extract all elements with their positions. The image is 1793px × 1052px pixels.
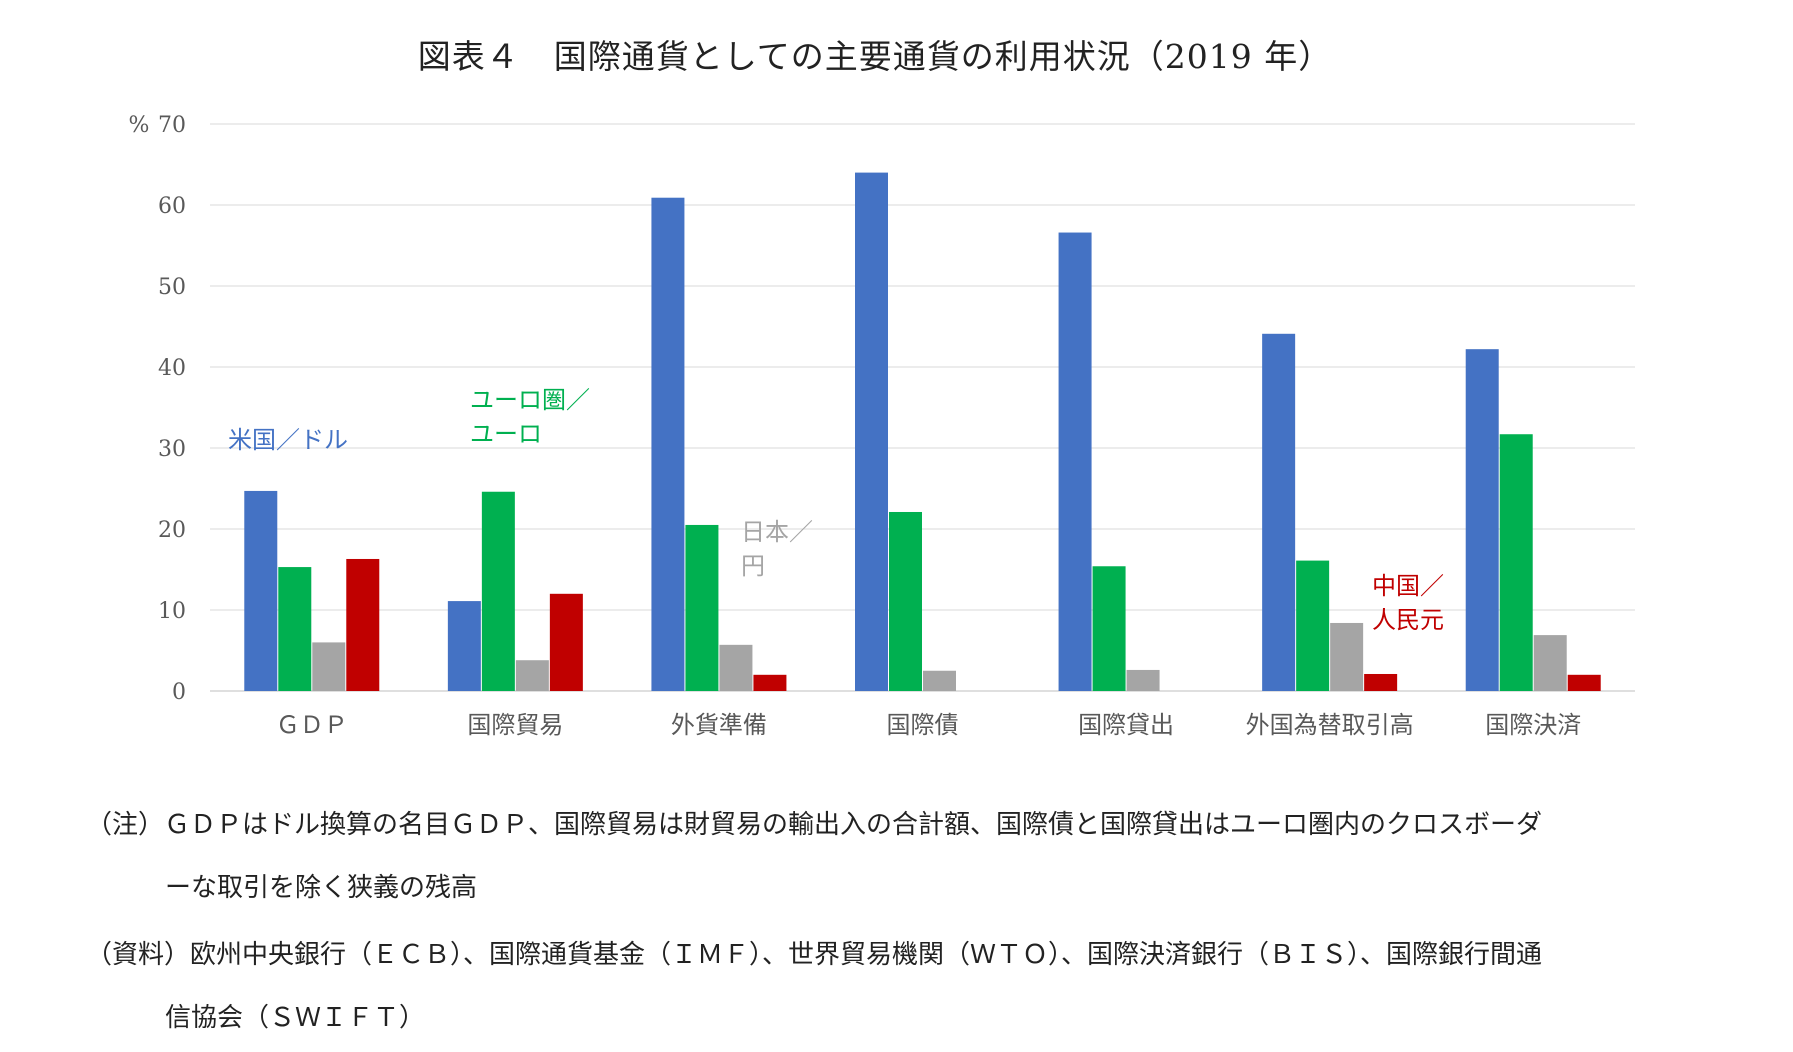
x-tick-label: 国際貿易 xyxy=(467,711,563,739)
series-annotation: ユーロ圏／ xyxy=(470,386,590,414)
bar xyxy=(923,670,956,691)
bar xyxy=(1058,232,1092,692)
bar xyxy=(651,197,685,691)
y-axis-unit-label: % xyxy=(129,113,150,138)
source-line-1: （資料）欧州中央銀行（ＥＣＢ）、国際通貨基金（ＩＭＦ）、世界貿易機関（ＷＴＯ）、… xyxy=(86,940,1543,970)
series-annotation: 中国／ xyxy=(1372,572,1444,600)
bar-chart: 0 10 20 30 40 50 60 70% ＧＤＰ 国際貿易 外貨準備 国際債 国際貸出 外国為替取引… xyxy=(129,113,1635,739)
bar xyxy=(889,511,922,691)
chart-title: 図表４ 国際通貨としての主要通貨の利用状況（2019 年） xyxy=(417,37,1333,76)
y-tick-label: 0 xyxy=(172,680,186,705)
y-tick-label: 20 xyxy=(158,518,186,543)
bar xyxy=(1465,349,1499,691)
note-line-1: （注）ＧＤＰはドル換算の名目ＧＤＰ、国際貿易は財貿易の輸出入の合計額、国際債と国… xyxy=(86,810,1543,840)
bar xyxy=(1364,673,1398,691)
bar xyxy=(278,567,312,691)
note-line-2: ーな取引を除く狭義の残高 xyxy=(165,873,478,903)
bar xyxy=(1092,566,1126,691)
x-tick-label: 国際決済 xyxy=(1485,711,1581,739)
bar xyxy=(549,593,583,691)
y-tick-label: 60 xyxy=(158,194,186,219)
bar xyxy=(244,490,278,691)
y-tick-label: 70 xyxy=(158,113,186,138)
series-annotation: 円 xyxy=(741,552,765,580)
x-tick-label: 国際債 xyxy=(887,711,959,739)
bar xyxy=(312,642,346,691)
x-tick-label: 外国為替取引高 xyxy=(1246,711,1414,739)
bar xyxy=(447,601,481,691)
bars xyxy=(244,172,1601,692)
x-tick-label: ＧＤＰ xyxy=(276,711,348,739)
series-annotation: ユーロ xyxy=(470,420,542,448)
series-annotation: 米国／ドル xyxy=(228,426,348,454)
bar xyxy=(1126,669,1160,691)
series-annotation: 人民元 xyxy=(1372,606,1444,634)
bar xyxy=(753,674,787,691)
bar xyxy=(1533,635,1567,691)
bar xyxy=(346,558,380,691)
bar xyxy=(481,491,515,691)
series-annotation: 日本／ xyxy=(741,518,813,546)
y-tick-label: 10 xyxy=(158,599,186,624)
y-tick-label: 40 xyxy=(158,356,186,381)
y-tick-label: 30 xyxy=(158,437,186,462)
gridlines xyxy=(210,123,1635,692)
bar xyxy=(515,660,549,691)
labels: 0 10 20 30 40 50 60 70% ＧＤＰ 国際貿易 外貨準備 国際債 国際貸出 外国為替取引… xyxy=(129,113,1582,739)
x-tick-label: 外貨準備 xyxy=(671,711,767,739)
source-line-2: 信協会（ＳＷＩＦＴ） xyxy=(165,1003,426,1033)
bar xyxy=(719,644,753,691)
x-tick-label: 国際貸出 xyxy=(1078,711,1174,739)
bar xyxy=(1296,560,1330,691)
bar xyxy=(855,172,888,692)
bar xyxy=(1567,674,1601,691)
bar xyxy=(1262,333,1296,691)
bar xyxy=(685,524,719,691)
bar xyxy=(1330,622,1364,691)
y-tick-label: 50 xyxy=(158,275,186,300)
bar xyxy=(1499,434,1533,691)
